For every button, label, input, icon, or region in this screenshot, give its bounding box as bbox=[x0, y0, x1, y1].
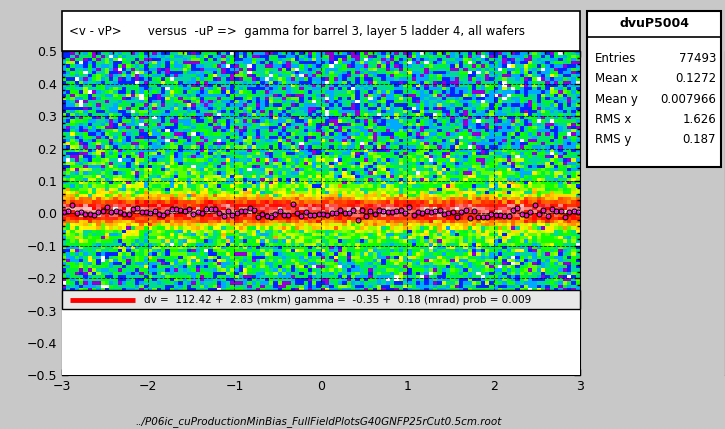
Text: 1.626: 1.626 bbox=[682, 113, 716, 126]
Text: Mean x: Mean x bbox=[595, 73, 638, 85]
Text: 0.187: 0.187 bbox=[682, 133, 716, 146]
Text: dvuP5004: dvuP5004 bbox=[619, 17, 689, 30]
Text: RMS y: RMS y bbox=[595, 133, 631, 146]
Text: RMS x: RMS x bbox=[595, 113, 631, 126]
Text: <v - vP>       versus  -uP =>  gamma for barrel 3, layer 5 ladder 4, all wafers: <v - vP> versus -uP => gamma for barrel … bbox=[70, 24, 526, 38]
Bar bbox=[62, 309, 580, 375]
Text: 0.1272: 0.1272 bbox=[675, 73, 716, 85]
Text: 77493: 77493 bbox=[679, 52, 716, 65]
Text: Entries: Entries bbox=[595, 52, 637, 65]
Text: 0.007966: 0.007966 bbox=[660, 93, 716, 106]
Bar bbox=[62, 290, 580, 309]
Text: Mean y: Mean y bbox=[595, 93, 638, 106]
Text: ../P06ic_cuProductionMinBias_FullFieldPlotsG40GNFP25rCut0.5cm.root: ../P06ic_cuProductionMinBias_FullFieldPl… bbox=[136, 416, 502, 427]
Text: dv =  112.42 +  2.83 (mkm) gamma =  -0.35 +  0.18 (mrad) prob = 0.009: dv = 112.42 + 2.83 (mkm) gamma = -0.35 +… bbox=[144, 295, 531, 305]
